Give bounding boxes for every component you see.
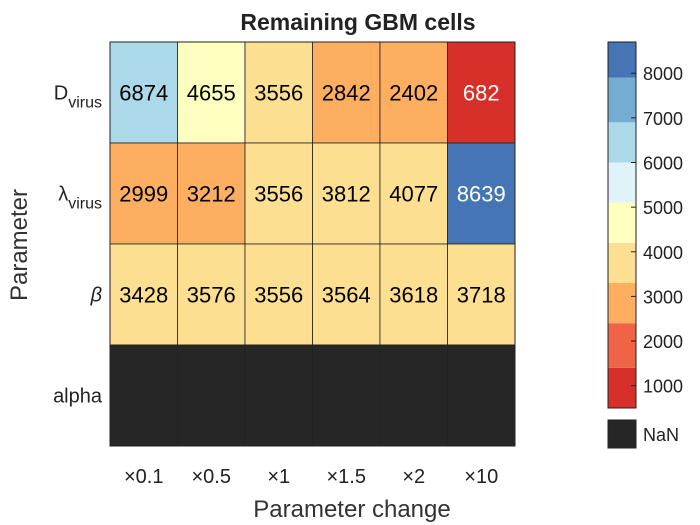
cell-value-label: 2842: [322, 81, 371, 106]
cell-value-label: 3556: [254, 81, 303, 106]
cell-value-label: 682: [463, 81, 500, 106]
x-axis-label: Parameter change: [253, 496, 450, 523]
colorbar-tick-label: 2000: [643, 332, 683, 352]
heatmap-cells: 6874 4655 3556 2842 2402 682 2999 3212 3556 3812 4…: [109, 41, 516, 447]
cell-value-label: 3576: [187, 283, 236, 308]
colorbar-tick-label: 3000: [643, 287, 683, 307]
y-tick-labels: Dvirus λvirus β alpha: [53, 83, 103, 408]
y-tick-label: β: [90, 285, 102, 307]
cell-value-label: 2402: [389, 81, 438, 106]
heatmap-cell: [379, 344, 448, 447]
cell-value-label: 4655: [187, 81, 236, 106]
cell-value-label: 3556: [254, 283, 303, 308]
heatmap-cell: [109, 344, 178, 447]
heatmap-cell: [312, 344, 381, 447]
x-tick-label: ×0.5: [192, 466, 231, 488]
heatmap-cell: [177, 344, 246, 447]
plot-frame: [109, 41, 516, 447]
heatmap-cell: [379, 41, 448, 144]
heatmap-cell: [447, 41, 516, 144]
cell-value-label: 2999: [119, 182, 168, 207]
heatmap-cell: [447, 142, 516, 245]
colorbar-frame: [607, 41, 637, 409]
cell-value-label: 4077: [389, 182, 438, 207]
cell-value-label: 3564: [322, 283, 371, 308]
colorbar-bin: [608, 283, 636, 324]
colorbar-bin: [608, 323, 636, 368]
heatmap-cell: [177, 142, 246, 245]
cell-value-label: 6874: [119, 81, 168, 106]
heatmap-cell: [447, 344, 516, 447]
colorbar-bin: [608, 42, 636, 78]
y-tick-label: Dvirus: [54, 83, 102, 112]
colorbar-tick-label: 5000: [643, 198, 683, 218]
heatmap-cell: [244, 344, 313, 447]
cell-value-label: 3556: [254, 182, 303, 207]
colorbar-bin: [608, 367, 636, 408]
colorbar-tick-label: 4000: [643, 243, 683, 263]
x-tick-label: ×10: [464, 466, 498, 488]
cell-value-label: 3212: [187, 182, 236, 207]
heatmap-cell: [109, 243, 178, 346]
y-tick-label: alpha: [53, 386, 103, 408]
heatmap-cell: [109, 41, 178, 144]
heatmap-cell: [312, 41, 381, 144]
heatmap-cell: [312, 243, 381, 346]
colorbar-tick-label: 7000: [643, 109, 683, 129]
cell-value-label: 3812: [322, 182, 371, 207]
heatmap-cell: [379, 243, 448, 346]
heatmap-cell: [312, 142, 381, 245]
y-axis-label: Parameter: [6, 189, 33, 301]
colorbar-bin: [608, 77, 636, 123]
x-tick-label: ×1: [267, 466, 290, 488]
x-tick-labels: ×0.1 ×0.5 ×1 ×1.5 ×2 ×10: [124, 466, 498, 488]
x-tick-label: ×2: [402, 466, 425, 488]
heatmap-cell: [244, 243, 313, 346]
heatmap-cell: [447, 243, 516, 346]
colorbar-tick-label: 6000: [643, 154, 683, 174]
colorbar-tick-label: 1000: [643, 377, 683, 397]
colorbar-bin: [608, 202, 636, 243]
colorbar: 1000 2000 3000 4000 5000 6000 7000 8000 NaN: [607, 41, 683, 449]
heatmap-cell: [177, 41, 246, 144]
heatmap-cell: [177, 243, 246, 346]
x-tick-label: ×1.5: [327, 466, 366, 488]
x-tick-label: ×0.1: [124, 466, 163, 488]
nan-swatch: [607, 419, 637, 449]
colorbar-bin: [608, 162, 636, 203]
chart-title: Remaining GBM cells: [240, 9, 475, 35]
colorbar-bin: [608, 242, 636, 284]
nan-label: NaN: [643, 425, 679, 445]
cell-value-label: 3718: [457, 283, 506, 308]
colorbar-bin: [608, 122, 636, 163]
colorbar-tick-label: 8000: [643, 64, 683, 84]
y-tick-label: λvirus: [58, 184, 102, 213]
cell-value-label: 8639: [457, 182, 506, 207]
cell-value-label: 3618: [389, 283, 438, 308]
cell-value-label: 3428: [119, 283, 168, 308]
